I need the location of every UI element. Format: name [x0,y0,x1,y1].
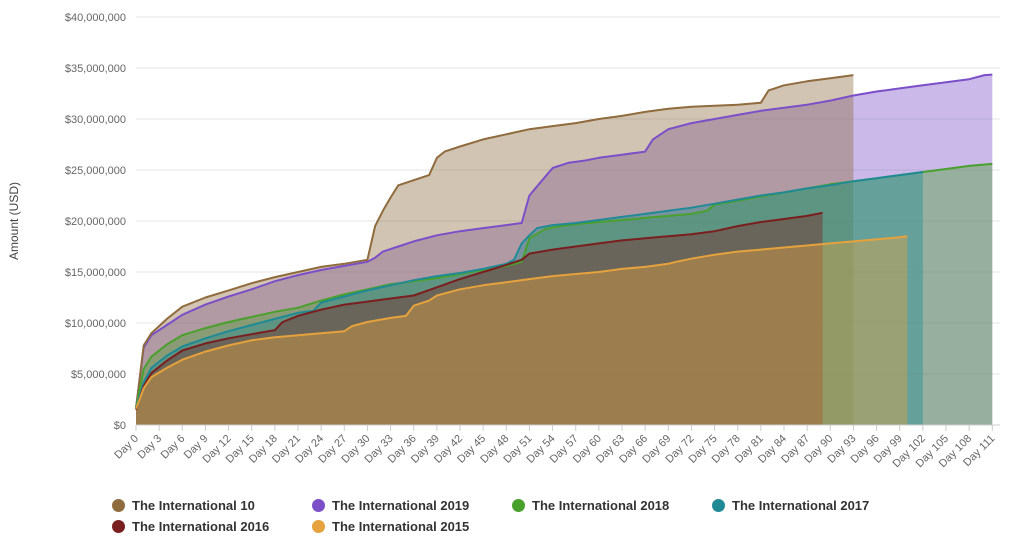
series-line[interactable] [135,211,823,411]
legend-swatch-ti2019 [312,499,325,512]
series-line[interactable] [135,73,993,408]
gridlines [136,16,1000,375]
x-tick-label: Day 3 [135,433,164,462]
legend-swatch-ti2015 [312,520,325,533]
legend-item-ti2016[interactable]: The International 2016 [112,519,269,534]
legend-label-ti2018: The International 2018 [532,498,670,513]
y-tick-label: $20,000,000 [65,216,126,228]
y-tick-label: $30,000,000 [65,114,126,126]
series-line[interactable] [135,235,908,410]
y-tick-label: $10,000,000 [65,318,126,330]
legend-label-ti2017: The International 2017 [732,498,870,513]
y-tick-label: $0 [114,420,126,432]
y-tick-label: $35,000,000 [65,63,126,75]
y-axis-title: Amount (USD) [7,182,21,260]
series-line[interactable] [135,171,924,409]
legend-item-ti2015[interactable]: The International 2015 [312,519,469,534]
series-area [136,163,993,425]
legend-label-ti2015: The International 2015 [332,519,470,534]
y-tick-label: $15,000,000 [65,267,126,279]
legend-swatch-ti10 [112,499,125,512]
legend-item-ti2017[interactable]: The International 2017 [712,498,869,513]
x-tick-label: Day 0 [112,433,141,462]
series-area [136,236,908,425]
series-area [136,172,923,425]
legend-label-ti2016: The International 2016 [132,519,270,534]
legend-swatch-ti2018 [512,499,525,512]
series-area [136,74,993,425]
series-line[interactable] [135,74,854,409]
legend: The International 10 The International 2… [112,498,972,542]
y-tick-label: $5,000,000 [71,369,126,381]
legend-item-ti10[interactable]: The International 10 [112,498,255,513]
legend-item-ti2018[interactable]: The International 2018 [512,498,669,513]
y-tick-label: $40,000,000 [65,12,126,24]
legend-label-ti10: The International 10 [132,498,255,513]
x-tick-label: Day 6 [159,433,188,462]
legend-item-ti2019[interactable]: The International 2019 [312,498,469,513]
series-area [136,75,854,425]
series-layer [135,73,993,425]
legend-swatch-ti2016 [112,520,125,533]
legend-label-ti2019: The International 2019 [332,498,470,513]
legend-swatch-ti2017 [712,499,725,512]
y-tick-label: $25,000,000 [65,165,126,177]
